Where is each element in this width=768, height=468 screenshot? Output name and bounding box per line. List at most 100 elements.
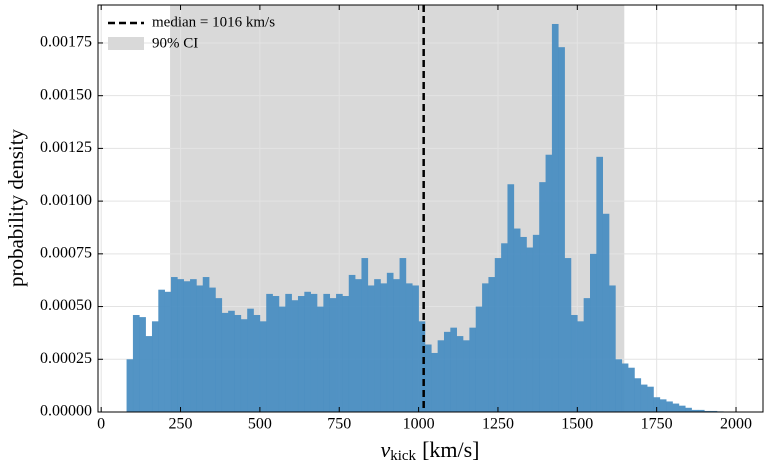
bar (183, 281, 191, 412)
bar (697, 409, 705, 412)
bar (221, 312, 229, 412)
bar (513, 228, 521, 412)
bar (482, 283, 489, 412)
bar (304, 291, 311, 412)
bar (666, 401, 673, 412)
bar (463, 340, 470, 412)
x-label-sub: kick (390, 448, 416, 464)
bar (469, 327, 477, 412)
bar (253, 314, 261, 412)
bar (177, 279, 185, 412)
bar (323, 293, 331, 412)
bar (494, 258, 502, 412)
x-tick-label: 750 (327, 416, 351, 433)
bar (367, 285, 375, 412)
bar (488, 277, 496, 412)
bar (272, 296, 280, 412)
bar (577, 321, 584, 412)
bar (132, 314, 140, 412)
bar (151, 321, 159, 412)
bar (450, 327, 457, 412)
x-tick-label: 1500 (561, 416, 593, 433)
bar (171, 277, 178, 412)
bar (190, 279, 197, 412)
bar (145, 336, 153, 412)
bar (348, 274, 356, 412)
bar (443, 331, 451, 412)
y-tick-label: 0.00050 (40, 297, 92, 314)
bar (545, 154, 553, 412)
bar (209, 287, 216, 412)
bar (139, 317, 146, 412)
bar (558, 47, 565, 412)
bar (456, 336, 464, 412)
x-tick-label: 2000 (720, 416, 752, 433)
bar (551, 23, 559, 412)
bar (228, 310, 235, 412)
bar (380, 283, 388, 412)
x-axis-label: vkick [km/s] (380, 437, 479, 464)
x-label-unit: [km/s] (422, 437, 479, 462)
y-tick-label: 0.00025 (40, 350, 92, 367)
bar (526, 247, 534, 412)
bar (247, 308, 254, 412)
bar (596, 156, 604, 412)
legend-label: median = 1016 km/s (152, 14, 275, 30)
bar (647, 386, 654, 412)
legend-label: 90% CI (152, 35, 198, 51)
bar (685, 407, 692, 412)
bar (704, 410, 711, 412)
bar (659, 399, 667, 412)
bar (399, 258, 407, 412)
bar (678, 405, 686, 412)
bar (418, 321, 426, 412)
bar (520, 236, 527, 412)
bar (291, 300, 299, 412)
bar (285, 293, 292, 412)
x-tick-label: 1750 (641, 416, 673, 433)
plot-frame (97, 4, 764, 413)
bar (342, 296, 350, 412)
bar (266, 293, 273, 412)
bar (590, 253, 597, 412)
x-tick-label: 0 (97, 416, 105, 433)
bar (570, 314, 578, 412)
bar (507, 184, 515, 412)
bar (532, 234, 540, 412)
bar (634, 378, 642, 412)
x-tick-label: 1000 (403, 416, 435, 433)
bar (437, 340, 445, 412)
bar (691, 409, 699, 412)
y-axis-label: probability density (4, 128, 28, 287)
bar (361, 258, 369, 412)
bar (424, 344, 432, 412)
bar (164, 291, 172, 412)
bar (539, 182, 546, 412)
bar (234, 314, 242, 412)
bar (355, 279, 362, 412)
bar (393, 279, 400, 412)
y-tick-label: 0.00000 (40, 403, 92, 420)
bar (310, 293, 318, 412)
legend-ci-swatch (108, 37, 144, 50)
bar (653, 397, 661, 412)
bar (126, 359, 134, 412)
bar (621, 363, 629, 412)
bar (317, 306, 324, 412)
plot-area (98, 5, 763, 413)
bar (278, 306, 286, 412)
y-tick-label: 0.00150 (40, 86, 92, 103)
bar (609, 285, 616, 412)
bar (431, 352, 438, 412)
bar (202, 277, 210, 412)
bar (215, 298, 223, 412)
y-tick-label: 0.00125 (40, 139, 92, 156)
bar (196, 285, 204, 412)
bar (628, 367, 635, 412)
bar (564, 258, 572, 412)
bar (158, 289, 165, 412)
bar (405, 283, 413, 412)
bar (297, 296, 305, 412)
x-label-main: v (380, 437, 390, 462)
